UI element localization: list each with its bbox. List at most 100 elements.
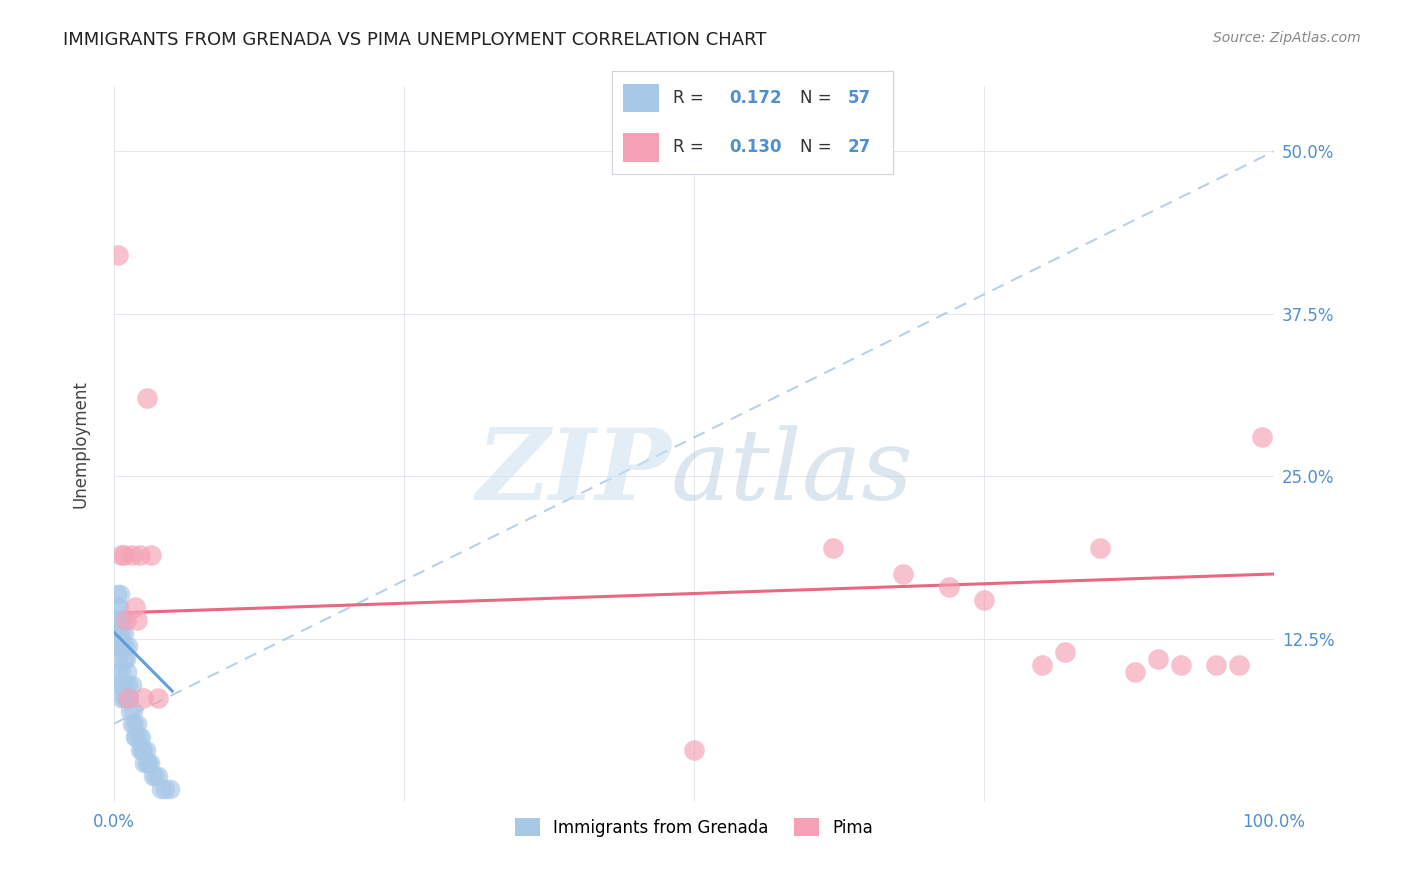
Point [1031,658,1053,673]
Point [122,716,145,731]
Point [155,781,177,796]
Point [159,781,181,796]
Point [107,651,129,665]
Point [114,677,136,691]
Text: atlas: atlas [671,425,914,520]
Bar [623,133,659,161]
Point [110,548,132,562]
Point [1205,658,1227,673]
Point [108,586,131,600]
Point [121,704,143,718]
Point [121,716,143,731]
Point [110,665,132,679]
Point [110,625,132,640]
Text: Source: ZipAtlas.com: Source: ZipAtlas.com [1213,31,1361,45]
Point [110,690,132,705]
Legend: Immigrants from Grenada, Pima: Immigrants from Grenada, Pima [509,812,880,843]
Point [135,742,157,756]
Point [112,651,135,665]
Point [114,639,136,653]
Point [107,625,129,640]
Point [141,768,163,782]
Text: 57: 57 [848,89,870,107]
Point [973,593,995,607]
Point [107,613,129,627]
Point [124,730,146,744]
Text: N =: N = [800,138,837,156]
Point [114,690,136,705]
Point [128,548,150,562]
Point [107,248,129,262]
Point [111,613,134,627]
Point [139,756,162,770]
Point [115,665,138,679]
Point [117,690,139,705]
Point [124,599,146,614]
Point [148,690,170,705]
Point [112,625,135,640]
Point [108,639,131,653]
Point [125,730,148,744]
Text: N =: N = [800,89,837,107]
Point [105,586,128,600]
Point [143,768,166,782]
Point [823,541,845,555]
Point [132,690,155,705]
Text: 27: 27 [848,138,872,156]
Point [117,677,139,691]
Point [938,580,960,594]
Point [132,742,155,756]
Point [111,639,134,653]
Point [1227,658,1250,673]
Text: R =: R = [673,89,710,107]
Point [105,639,128,653]
Point [1054,645,1077,659]
Point [683,742,706,756]
Point [128,730,150,744]
Point [148,768,170,782]
Point [1088,541,1111,555]
Point [129,730,152,744]
Point [121,677,143,691]
Point [120,704,142,718]
Point [108,599,131,614]
Point [104,613,127,627]
Point [127,613,149,627]
Point [108,613,131,627]
Point [111,677,134,691]
Point [114,651,136,665]
Point [104,625,127,640]
Point [134,756,156,770]
Point [108,639,131,653]
Point [107,665,129,679]
Point [131,742,153,756]
Point [1147,651,1170,665]
Y-axis label: Unemployment: Unemployment [72,380,89,508]
Point [118,690,141,705]
Point [135,392,157,406]
Point [105,599,128,614]
Text: IMMIGRANTS FROM GRENADA VS PIMA UNEMPLOYMENT CORRELATION CHART: IMMIGRANTS FROM GRENADA VS PIMA UNEMPLOY… [63,31,766,49]
Point [112,690,135,705]
Text: ZIP: ZIP [475,425,671,521]
Point [128,742,150,756]
Point [108,677,131,691]
Bar [623,84,659,112]
Point [108,625,131,640]
Point [135,756,157,770]
Point [117,639,139,653]
Point [114,613,136,627]
Point [141,548,163,562]
Point [1251,430,1274,444]
Point [891,567,914,582]
Point [112,548,135,562]
Point [1170,658,1192,673]
Point [149,781,172,796]
Text: 0.172: 0.172 [730,89,782,107]
Point [136,756,159,770]
Point [1123,665,1146,679]
Text: R =: R = [673,138,710,156]
Point [127,716,149,731]
Text: 0.130: 0.130 [730,138,782,156]
Point [121,548,143,562]
